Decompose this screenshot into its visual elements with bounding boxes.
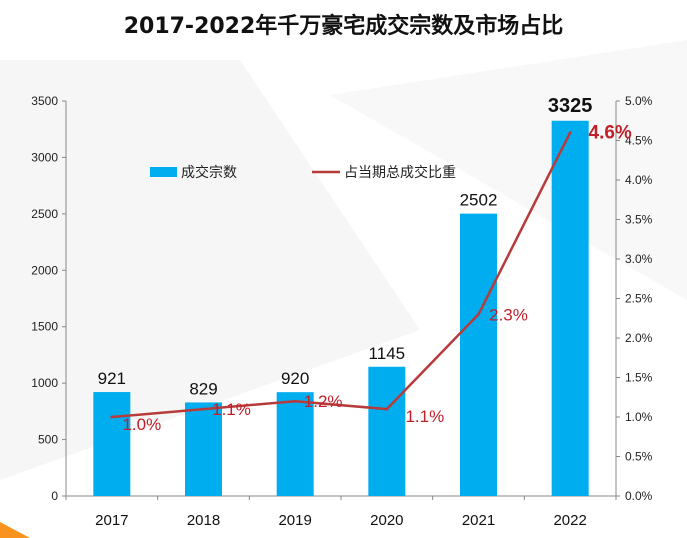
- share-point-2019: [293, 399, 297, 403]
- x-category-label: 2019: [278, 512, 311, 529]
- share-value-label: 1.2%: [304, 392, 343, 411]
- share-point-2022: [568, 131, 572, 135]
- share-point-2017: [110, 415, 114, 419]
- bar-2021: [460, 213, 497, 497]
- axes: 0 500 1000 1500 2000 2500 3000 3500 0.0% 0.5% 1.0%…: [31, 94, 652, 529]
- share-point-2018: [202, 407, 205, 411]
- left-tick-label: 500: [38, 433, 58, 447]
- data-labels: 921 829 920 1145 2502 3325 1.0% 1.1% 1.2% 1.1% 2.3…: [98, 95, 632, 434]
- bar-value-label: 921: [98, 369, 126, 388]
- left-tick-label: 2000: [31, 263, 58, 277]
- line-series: [110, 131, 572, 419]
- bar-value-label: 3325: [548, 95, 593, 117]
- share-point-2020: [385, 407, 389, 411]
- bar-value-label: 920: [281, 369, 309, 388]
- bar-2017: [93, 392, 131, 496]
- x-category-label: 2020: [370, 512, 403, 529]
- legend-bar-swatch: [150, 167, 177, 177]
- left-tick-label: 1000: [31, 376, 58, 390]
- x-category-label: 2021: [462, 512, 495, 529]
- right-tick-label: 2.0%: [625, 331, 653, 345]
- bar-2019: [276, 392, 314, 496]
- share-value-label: 2.3%: [489, 305, 528, 324]
- share-value-label: 4.6%: [589, 123, 632, 144]
- bar-2020: [368, 366, 406, 496]
- background-shape-right: [330, 40, 687, 300]
- share-value-label: 1.1%: [212, 400, 251, 419]
- x-category-label: 2017: [95, 512, 128, 529]
- right-tick-label: 3.5%: [625, 213, 653, 227]
- share-value-label: 1.0%: [122, 415, 161, 434]
- legend: 成交宗数 占当期总成交比重: [150, 164, 456, 180]
- right-tick-label: 2.5%: [625, 292, 653, 306]
- background-shape-left: [0, 60, 420, 480]
- left-tick-label: 1500: [31, 320, 58, 334]
- right-tick-label: 1.0%: [625, 410, 653, 424]
- share-value-label: 1.1%: [405, 407, 444, 426]
- left-tick-label: 0: [51, 489, 58, 503]
- x-category-label: 2022: [553, 512, 586, 529]
- right-tick-label: 4.5%: [625, 134, 653, 148]
- bar-series: [93, 120, 589, 497]
- right-tick-label: 4.0%: [625, 173, 653, 187]
- left-tick-label: 2500: [31, 207, 58, 221]
- bar-2022: [551, 120, 589, 496]
- chart-title: 2017-2022年千万豪宅成交宗数及市场占比: [123, 14, 564, 39]
- left-tick-label: 3500: [31, 94, 58, 108]
- share-line: [111, 132, 572, 419]
- right-tick-label: 0.5%: [625, 450, 653, 464]
- bar-value-label: 1145: [369, 344, 406, 363]
- right-tick-label: 0.0%: [625, 489, 653, 503]
- corner-accent-shape: [0, 522, 30, 538]
- bar-2018: [185, 402, 222, 496]
- x-category-label: 2018: [187, 512, 220, 529]
- legend-line-label: 占当期总成交比重: [344, 164, 456, 180]
- left-tick-label: 3000: [31, 150, 58, 164]
- bar-value-label: 829: [189, 379, 217, 398]
- right-tick-label: 5.0%: [625, 94, 653, 108]
- legend-bar-label: 成交宗数: [181, 164, 237, 180]
- share-point-2021: [477, 312, 480, 316]
- right-tick-label: 1.5%: [625, 371, 653, 385]
- right-tick-label: 3.0%: [625, 252, 653, 266]
- bar-value-label: 2502: [460, 191, 498, 210]
